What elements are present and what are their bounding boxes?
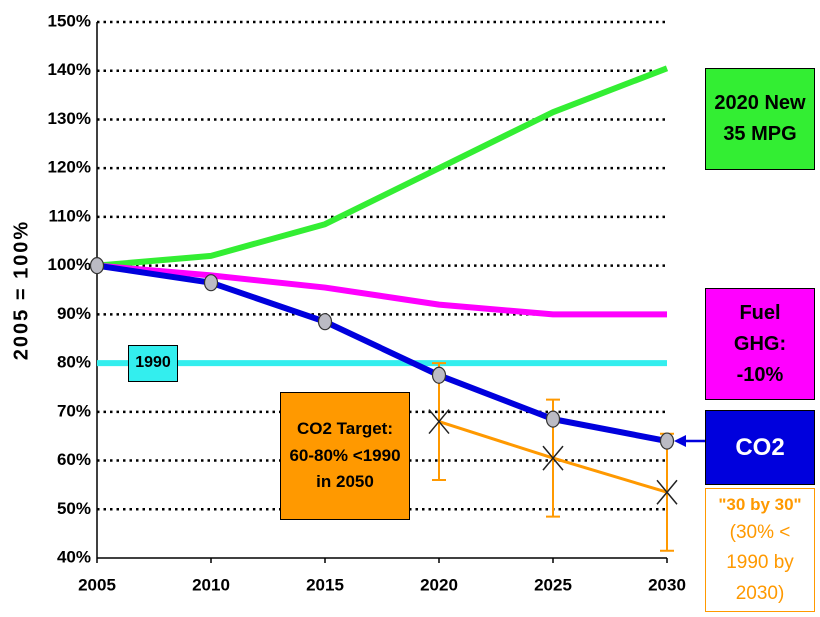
circle-marker <box>659 432 675 450</box>
y-tick-label: 110% <box>48 206 91 225</box>
arrow-head <box>674 435 686 448</box>
legend-30by30: "30 by 30" (30% < 1990 by 2030) <box>705 488 815 612</box>
label-text: CO2 <box>735 433 785 461</box>
legend-fuel-ghg: Fuel GHG: -10% <box>705 288 815 400</box>
label-text: 2020 New 35 MPG <box>714 92 806 145</box>
y-tick-label: 100% <box>48 255 91 274</box>
circle-marker <box>203 274 219 292</box>
y-tick-label: 120% <box>48 158 91 177</box>
label-text: "30 by 30" <box>718 494 802 514</box>
series-line <box>96 262 668 445</box>
y-tick-label: 80% <box>57 353 91 372</box>
y-tick-label: 70% <box>57 401 91 420</box>
y-tick-label: 130% <box>48 109 91 128</box>
x-tick-label: 2025 <box>534 575 572 594</box>
series-line <box>96 262 667 318</box>
y-tick-label: 40% <box>57 547 91 566</box>
circle-marker <box>545 410 561 428</box>
y-tick-label: 140% <box>48 60 91 79</box>
series-line <box>96 65 669 269</box>
label-text: Fuel GHG: -10% <box>733 301 787 386</box>
label-text: in 2050 <box>316 472 374 492</box>
x-tick-label: 2010 <box>192 575 230 594</box>
label-text: 1990 <box>135 354 171 372</box>
co2-target: CO2 Target: 60-80% <1990 in 2050 <box>280 392 410 520</box>
x-tick-label: 2015 <box>306 575 344 594</box>
legend-1990: 1990 <box>128 345 178 382</box>
label-text: CO2 Target: <box>296 419 394 439</box>
y-tick-label: 90% <box>57 304 91 323</box>
y-tick-label: 150% <box>48 11 91 30</box>
x-tick-label: 2005 <box>78 575 116 594</box>
circle-marker <box>431 366 447 384</box>
label-text: (30% < 1990 by 2030) <box>726 522 794 604</box>
x-marker <box>428 409 450 435</box>
x-marker <box>542 445 564 471</box>
x-marker <box>656 479 678 505</box>
y-axis-label: 2005 = 100% <box>10 220 32 360</box>
y-tick-label: 50% <box>57 499 91 518</box>
label-text: 60-80% <1990 <box>289 445 401 465</box>
circle-marker <box>317 313 333 331</box>
circle-marker <box>89 257 105 275</box>
x-tick-label: 2030 <box>648 575 686 594</box>
x-tick-label: 2020 <box>420 575 458 594</box>
legend-co2: CO2 <box>705 410 815 485</box>
legend-35mpg: 2020 New 35 MPG <box>705 68 815 170</box>
y-tick-label: 60% <box>57 450 91 469</box>
